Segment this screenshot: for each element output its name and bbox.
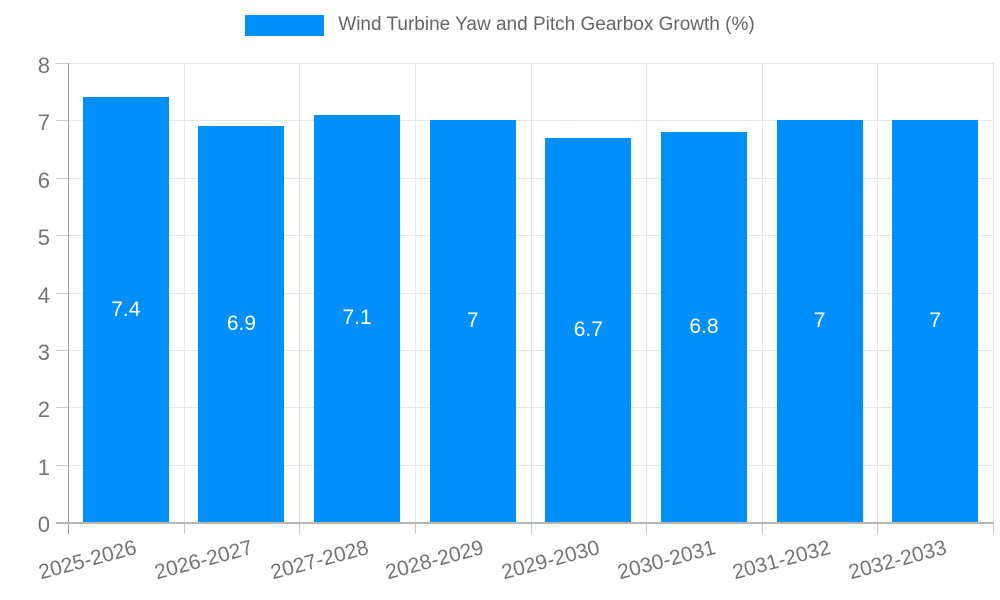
bar-value-label: 6.7	[573, 317, 603, 341]
gridline-vertical	[877, 63, 879, 522]
bar-value-label: 6.8	[689, 314, 719, 338]
bar[interactable]: 7.4	[82, 97, 169, 522]
x-axis-tick	[183, 522, 185, 534]
x-axis-tick-label: 2027-2028	[267, 536, 371, 585]
bar-value-label: 7	[813, 309, 826, 333]
legend-swatch-icon	[245, 14, 325, 36]
x-axis-tick-label: 2030-2031	[614, 536, 718, 585]
legend-item[interactable]: Wind Turbine Yaw and Pitch Gearbox Growt…	[245, 14, 755, 36]
x-axis-tick-label: 2026-2027	[152, 536, 256, 585]
y-axis-tick	[56, 407, 68, 409]
bar[interactable]: 6.9	[198, 126, 285, 522]
y-axis-tick-label: 5	[37, 225, 50, 251]
x-axis-tick-label: 2028-2029	[383, 536, 487, 585]
x-axis-tick	[646, 522, 648, 534]
y-axis-tick-label: 1	[37, 454, 50, 480]
bar[interactable]: 7	[776, 120, 863, 522]
x-axis-tick	[993, 522, 994, 534]
y-axis-tick-label: 6	[37, 167, 50, 193]
gridline-vertical	[993, 63, 994, 522]
x-axis-tick-label: 2025-2026	[36, 536, 140, 585]
gridline-vertical	[299, 63, 301, 522]
y-axis-tick	[56, 63, 68, 64]
x-axis-tick-label: 2031-2032	[730, 536, 834, 585]
gridline-vertical	[646, 63, 648, 522]
x-axis-tick	[530, 522, 532, 534]
y-axis-tick	[56, 177, 68, 179]
y-axis-tick	[56, 120, 68, 122]
y-axis-tick-label: 0	[37, 512, 50, 537]
y-axis-line	[68, 63, 69, 534]
y-axis-tick-label: 8	[37, 53, 50, 78]
bar[interactable]: 6.8	[660, 131, 747, 522]
y-axis-tick-label: 3	[37, 339, 50, 365]
bar-value-label: 7.1	[342, 306, 372, 330]
x-axis-tick	[877, 522, 879, 534]
gridline-vertical	[414, 63, 416, 522]
bar[interactable]: 7	[892, 120, 979, 522]
x-axis-tick	[299, 522, 301, 534]
gridline-vertical	[183, 63, 185, 522]
gridline-vertical	[530, 63, 532, 522]
bar[interactable]: 7.1	[314, 114, 401, 522]
x-axis-tick	[761, 522, 763, 534]
y-axis-tick-label: 4	[37, 282, 50, 308]
bar-value-label: 7	[929, 309, 942, 333]
x-axis-line	[56, 522, 993, 524]
legend-label: Wind Turbine Yaw and Pitch Gearbox Growt…	[338, 14, 755, 35]
bar-value-label: 7.4	[111, 297, 141, 321]
x-axis-tick-label: 2032-2033	[845, 536, 949, 585]
bar[interactable]: 7	[429, 120, 516, 522]
gridline-vertical	[761, 63, 763, 522]
bar[interactable]: 6.7	[545, 137, 632, 522]
y-axis-tick-label: 7	[37, 110, 50, 136]
legend: Wind Turbine Yaw and Pitch Gearbox Growt…	[0, 14, 1000, 36]
y-axis-tick-label: 2	[37, 397, 50, 423]
bar-value-label: 7	[466, 309, 479, 333]
bar-value-label: 6.9	[226, 312, 257, 336]
y-axis-tick	[56, 464, 68, 466]
y-axis-tick	[56, 235, 68, 237]
x-axis-tick-label: 2029-2030	[499, 536, 603, 585]
x-axis-tick	[414, 522, 416, 534]
y-axis-tick	[56, 349, 68, 351]
y-axis-tick	[56, 292, 68, 294]
